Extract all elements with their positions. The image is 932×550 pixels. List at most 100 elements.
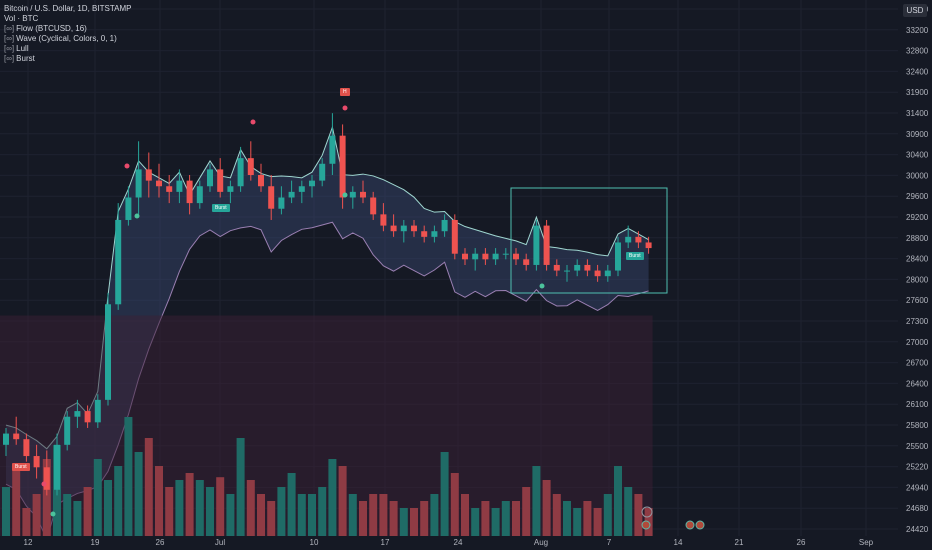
volume-bar — [522, 487, 531, 536]
candle-body — [421, 231, 428, 237]
legend-indicator-lull[interactable]: [∞] Lull — [4, 44, 29, 53]
volume-bar — [379, 494, 388, 536]
volume-bar — [532, 466, 541, 536]
candle-body — [502, 253, 509, 255]
candle-body — [451, 219, 458, 254]
price-axis-tick: 24940 — [906, 483, 929, 492]
candle-body — [574, 264, 581, 271]
candle-body — [207, 169, 213, 187]
legend-indicator-wave[interactable]: [∞] Wave (Cyclical, Colors, 0, 1) — [4, 34, 117, 43]
candle-body — [329, 135, 336, 164]
candle-body — [145, 169, 152, 181]
indicator-icon: [∞] — [4, 54, 15, 63]
candle-body — [125, 197, 132, 220]
price-axis-tick: 33200 — [906, 26, 929, 35]
candle-body — [584, 264, 591, 271]
candle-body — [370, 197, 377, 215]
volume-bar — [450, 473, 459, 536]
candle-body — [360, 191, 366, 198]
candle-body — [533, 225, 540, 265]
signal-dot — [539, 283, 545, 289]
legend-indicator-flow[interactable]: [∞] Flow (BTCUSD, 16) — [4, 24, 87, 33]
legend-indicator-burst[interactable]: [∞] Burst — [4, 54, 35, 63]
volume-bar — [185, 473, 194, 536]
candle-body — [339, 135, 346, 198]
volume-bar — [471, 508, 480, 536]
volume-bar — [236, 438, 245, 536]
volume-bar — [624, 487, 633, 536]
candle-body — [635, 236, 642, 243]
candle-body — [217, 169, 224, 192]
volume-bar — [389, 501, 398, 536]
candle-body — [349, 191, 356, 198]
candle-body — [400, 225, 407, 232]
volume-bar — [155, 466, 163, 536]
candle-body — [278, 197, 285, 209]
volume-bar — [42, 459, 51, 536]
price-axis-tick: 24680 — [906, 504, 929, 513]
volume-bar — [420, 501, 429, 536]
price-axis-tick: 30900 — [906, 130, 929, 139]
candle-body — [3, 433, 9, 445]
signal-dot — [250, 119, 256, 125]
volume-bar — [2, 487, 10, 536]
candle-body — [604, 270, 611, 277]
candle-body — [196, 186, 203, 204]
legend-indicator-vol[interactable]: Vol · BTC — [4, 14, 39, 23]
legend-symbol[interactable]: Bitcoin / U.S. Dollar, 1D, BITSTAMP — [4, 4, 132, 13]
volume-bar — [430, 494, 439, 536]
candle-body — [564, 270, 570, 272]
event-icon — [695, 520, 705, 530]
price-axis-tick: 32400 — [906, 67, 929, 76]
time-axis-tick: 19 — [91, 538, 100, 547]
candle-body — [94, 399, 101, 423]
candle-body — [523, 259, 530, 265]
time-axis-tick: 24 — [454, 538, 463, 547]
volume-bar — [267, 501, 276, 536]
candle-body — [156, 180, 162, 187]
candle-body — [54, 444, 60, 490]
event-icon — [641, 520, 651, 530]
candle-body — [431, 231, 438, 237]
candle-body — [645, 242, 652, 249]
candle-body — [492, 253, 499, 260]
candle-body — [105, 304, 111, 400]
candle-body — [227, 186, 234, 192]
candle-body — [513, 253, 519, 260]
volume-bar — [603, 494, 612, 536]
flow-band — [6, 127, 649, 540]
signal-dot — [41, 481, 47, 487]
volume-bar — [277, 487, 286, 536]
currency-button[interactable]: USD — [903, 4, 927, 17]
price-axis-tick: 25220 — [906, 463, 929, 472]
volume-bar — [246, 480, 255, 536]
volume-bar — [501, 501, 510, 536]
signal-dot — [124, 163, 130, 169]
top-marker-badge: H — [340, 88, 350, 96]
price-axis-tick: 30400 — [906, 151, 929, 160]
price-axis-tick: 28000 — [906, 275, 929, 284]
volume-bar — [481, 501, 490, 536]
candle-body — [33, 456, 40, 468]
volume-bar — [287, 473, 296, 536]
signal-dot — [50, 511, 56, 517]
price-axis-tick: 31400 — [906, 109, 929, 118]
price-axis-tick: 27600 — [906, 296, 929, 305]
candle-body — [543, 225, 550, 265]
signal-dot — [134, 213, 140, 219]
candle-body — [462, 253, 468, 260]
price-axis-tick: 24420 — [906, 525, 929, 534]
candle-body — [288, 191, 295, 198]
indicator-icon: [∞] — [4, 44, 15, 53]
candle-body — [64, 416, 71, 445]
price-axis-tick: 28800 — [906, 234, 929, 243]
volume-bar — [12, 466, 21, 536]
candle-body — [247, 158, 254, 176]
price-axis-tick: 29200 — [906, 213, 929, 222]
candle-body — [43, 467, 50, 490]
candle-body — [482, 253, 489, 260]
price-axis-tick: 27300 — [906, 317, 929, 326]
volume-bar — [226, 494, 235, 536]
